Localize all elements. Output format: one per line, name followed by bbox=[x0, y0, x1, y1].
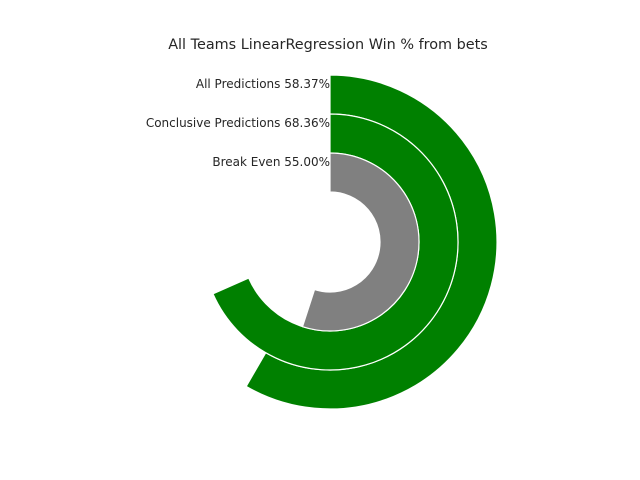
ring-bar-3 bbox=[301, 152, 420, 332]
ring-label-3: Break Even 55.00% bbox=[212, 155, 330, 169]
ring-label-1: All Predictions 58.37% bbox=[196, 77, 330, 91]
ring-label-2: Conclusive Predictions 68.36% bbox=[146, 116, 330, 130]
rings-group bbox=[212, 74, 498, 410]
ring-labels-group: All Predictions 58.37% Conclusive Predict… bbox=[146, 77, 330, 169]
chart-title: All Teams LinearRegression Win % from be… bbox=[168, 37, 488, 53]
